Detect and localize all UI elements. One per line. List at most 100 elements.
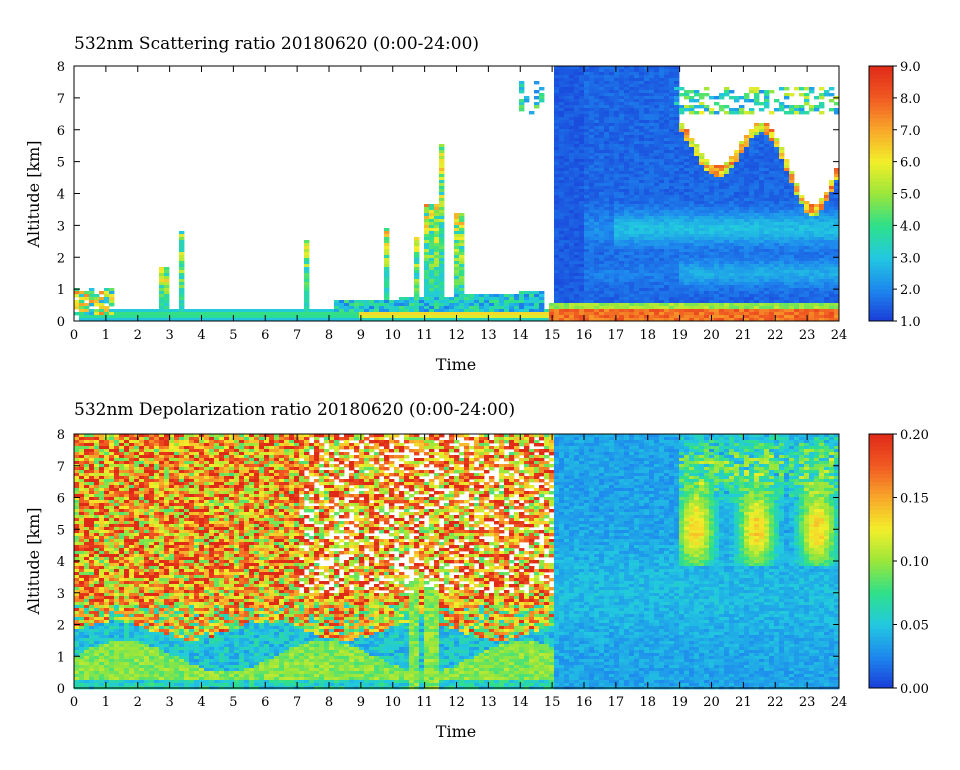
heatmap-cell xyxy=(774,270,780,274)
heatmap-cell xyxy=(739,171,745,175)
heatmap-cell xyxy=(579,201,585,205)
heatmap-cell xyxy=(229,312,235,316)
heatmap-cell xyxy=(344,318,350,322)
heatmap-cell xyxy=(784,264,790,268)
heatmap-cell xyxy=(724,171,730,175)
heatmap-cell xyxy=(784,186,790,190)
heatmap-cell xyxy=(559,210,565,214)
heatmap-cell xyxy=(519,105,525,109)
heatmap-cell xyxy=(604,297,610,301)
heatmap-cell xyxy=(579,183,585,187)
heatmap-cell xyxy=(734,237,740,241)
heatmap-cell xyxy=(579,114,585,118)
heatmap-cell xyxy=(634,243,640,247)
heatmap-cell xyxy=(159,267,165,271)
heatmap-cell xyxy=(644,75,650,79)
heatmap-cell xyxy=(569,240,575,244)
heatmap-cell xyxy=(749,309,755,313)
heatmap-cell xyxy=(624,174,630,178)
heatmap-cell xyxy=(639,234,645,238)
heatmap-cell xyxy=(354,315,360,319)
heatmap-cell xyxy=(384,261,390,265)
heatmap-cell xyxy=(154,315,160,319)
heatmap-cell xyxy=(719,252,725,256)
heatmap-cell xyxy=(559,78,565,82)
heatmap-cell xyxy=(249,318,255,322)
heatmap-cell xyxy=(374,303,380,307)
heatmap-cell xyxy=(704,306,710,310)
heatmap-cell xyxy=(709,234,715,238)
heatmap-cell xyxy=(754,198,760,202)
heatmap-cell xyxy=(609,303,615,307)
heatmap-cell xyxy=(649,177,655,181)
heatmap-cell xyxy=(709,261,715,265)
heatmap-cell xyxy=(649,303,655,307)
heatmap-cell xyxy=(524,303,530,307)
heatmap-cell xyxy=(749,243,755,247)
heatmap-cell xyxy=(554,303,560,307)
heatmap-cell xyxy=(584,285,590,289)
heatmap-cell xyxy=(739,258,745,262)
heatmap-cell xyxy=(774,285,780,289)
heatmap-cell xyxy=(659,294,665,298)
heatmap-cell xyxy=(654,237,660,241)
heatmap-cell xyxy=(664,183,670,187)
heatmap-cell xyxy=(664,168,670,172)
heatmap-cell xyxy=(684,93,690,97)
heatmap-cell xyxy=(659,141,665,145)
heatmap-cell xyxy=(779,183,785,187)
heatmap-cell xyxy=(429,297,435,301)
heatmap-cell xyxy=(689,111,695,115)
heatmap-cell xyxy=(649,204,655,208)
heatmap-cell xyxy=(644,78,650,82)
heatmap-cell xyxy=(574,177,580,181)
heatmap-cell xyxy=(739,249,745,253)
heatmap-cell xyxy=(699,246,705,250)
heatmap-cell xyxy=(574,174,580,178)
heatmap-cell xyxy=(819,222,825,226)
heatmap-cell xyxy=(674,129,680,133)
heatmap-cell xyxy=(654,93,660,97)
heatmap-cell xyxy=(539,312,545,316)
heatmap-cell xyxy=(694,111,700,115)
heatmap-cell xyxy=(694,216,700,220)
heatmap-cell xyxy=(669,105,675,109)
heatmap-cell xyxy=(829,87,835,91)
heatmap-cell xyxy=(694,297,700,301)
heatmap-cell xyxy=(589,111,595,115)
heatmap-cell xyxy=(604,267,610,271)
heatmap-cell xyxy=(789,315,795,319)
heatmap-cell xyxy=(614,273,620,277)
heatmap-cell xyxy=(614,96,620,100)
heatmap-cell xyxy=(629,249,635,253)
heatmap-cell xyxy=(589,129,595,133)
heatmap-cell xyxy=(694,252,700,256)
heatmap-cell xyxy=(714,225,720,229)
heatmap-cell xyxy=(829,309,835,313)
heatmap-cell xyxy=(629,306,635,310)
heatmap-cell xyxy=(809,90,815,94)
heatmap-cell xyxy=(514,306,520,310)
heatmap-cell xyxy=(809,207,815,211)
heatmap-cell xyxy=(659,129,665,133)
heatmap-cell xyxy=(534,312,540,316)
heatmap-cell xyxy=(639,306,645,310)
heatmap-cell xyxy=(554,204,560,208)
heatmap-cell xyxy=(574,78,580,82)
heatmap-cell xyxy=(804,204,810,208)
heatmap-cell xyxy=(579,189,585,193)
heatmap-cell xyxy=(739,282,745,286)
heatmap-cell xyxy=(404,306,410,310)
heatmap-cell xyxy=(569,315,575,319)
heatmap-cell xyxy=(634,234,640,238)
heatmap-cell xyxy=(759,234,765,238)
heatmap-cell xyxy=(559,180,565,184)
heatmap-cell xyxy=(814,315,820,319)
heatmap-cell xyxy=(729,288,735,292)
heatmap-cell xyxy=(829,291,835,295)
heatmap-cell xyxy=(634,117,640,121)
heatmap-cell xyxy=(439,270,445,274)
heatmap-cell xyxy=(664,177,670,181)
heatmap-cell xyxy=(719,246,725,250)
heatmap-cell xyxy=(749,177,755,181)
